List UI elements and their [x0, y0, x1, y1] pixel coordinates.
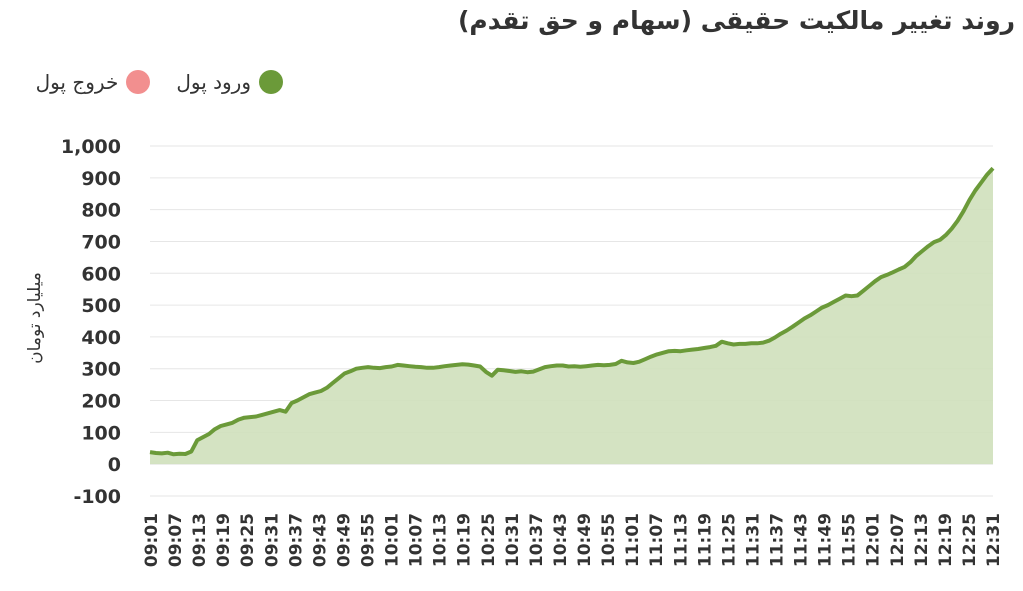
x-tick-label: 09:37 [286, 513, 306, 567]
x-tick-label: 09:19 [214, 513, 234, 567]
legend-item-outflow[interactable]: خروج پول [36, 70, 151, 94]
chart-title: روند تغییر مالکیت حقیقی (سهام و حق تقدم) [458, 6, 1015, 35]
y-tick-label: 100 [81, 422, 121, 444]
legend: ورود پول خروج پول [36, 70, 283, 94]
x-tick-label: 10:19 [455, 513, 475, 567]
x-tick-label: 09:43 [310, 513, 330, 567]
x-tick-label: 09:49 [334, 513, 354, 567]
x-axis-ticks: 09:01 09:07 09:13 09:19 09:25 09:31 09:37 09:43… [142, 513, 1004, 567]
x-tick-label: 09:25 [238, 513, 258, 567]
y-tick-label: 700 [81, 231, 121, 253]
x-tick-label: 10:31 [503, 513, 523, 567]
x-tick-label: 11:01 [623, 513, 643, 567]
inflow-line [149, 166, 995, 457]
x-tick-label: 12:07 [888, 513, 908, 567]
x-tick-label: 10:37 [527, 513, 547, 567]
x-tick-label: 11:19 [695, 513, 715, 567]
x-tick-label: 09:55 [359, 513, 379, 567]
x-tick-label: 10:55 [599, 513, 619, 567]
y-axis-label: میلیارد تومان [25, 272, 45, 364]
legend-label-outflow: خروج پول [35, 70, 119, 94]
x-tick-label: 09:07 [166, 513, 186, 567]
x-tick-label: 11:07 [647, 513, 667, 567]
y-tick-label: 500 [81, 295, 121, 317]
x-tick-label: 11:31 [743, 513, 763, 567]
legend-item-inflow[interactable]: ورود پول [176, 70, 283, 94]
y-tick-label: 900 [81, 168, 121, 190]
x-tick-label: 11:49 [816, 513, 836, 567]
y-tick-label: 1,000 [61, 136, 121, 158]
x-tick-label: 12:31 [984, 513, 1004, 567]
y-tick-label: 200 [81, 391, 121, 413]
y-tick-label: 0 [108, 454, 121, 476]
x-tick-label: 12:01 [864, 513, 884, 567]
x-tick-label: 11:25 [719, 513, 739, 567]
x-tick-label: 09:31 [262, 513, 282, 567]
x-tick-label: 10:13 [431, 513, 451, 567]
x-tick-label: 12:19 [936, 513, 956, 567]
y-tick-label: 400 [81, 327, 121, 349]
y-tick-label: 800 [81, 200, 121, 222]
legend-label-inflow: ورود پول [176, 70, 251, 94]
x-tick-label: 11:37 [767, 513, 787, 567]
y-tick-label: -100 [73, 486, 121, 508]
x-tick-label: 12:25 [960, 513, 980, 567]
x-tick-label: 09:13 [190, 513, 210, 567]
x-tick-label: 10:43 [551, 513, 571, 567]
x-tick-label: 11:13 [671, 513, 691, 567]
x-tick-label: 10:01 [383, 513, 403, 567]
x-tick-label: 10:49 [575, 513, 595, 567]
x-tick-label: 11:55 [840, 513, 860, 567]
x-tick-label: 10:07 [407, 513, 427, 567]
x-tick-label: 10:25 [479, 513, 499, 567]
y-tick-label: 600 [81, 263, 121, 285]
x-tick-label: 09:01 [142, 513, 162, 567]
y-axis-ticks: -100 0 100 200 300 400 500 600 700 800 900 1,000 [61, 136, 121, 508]
legend-dot-outflow [126, 70, 151, 94]
legend-dot-inflow [259, 70, 283, 94]
x-tick-label: 11:43 [792, 513, 812, 567]
x-tick-label: 12:13 [912, 513, 932, 567]
inflow-area [150, 168, 993, 465]
y-tick-label: 300 [81, 359, 121, 381]
